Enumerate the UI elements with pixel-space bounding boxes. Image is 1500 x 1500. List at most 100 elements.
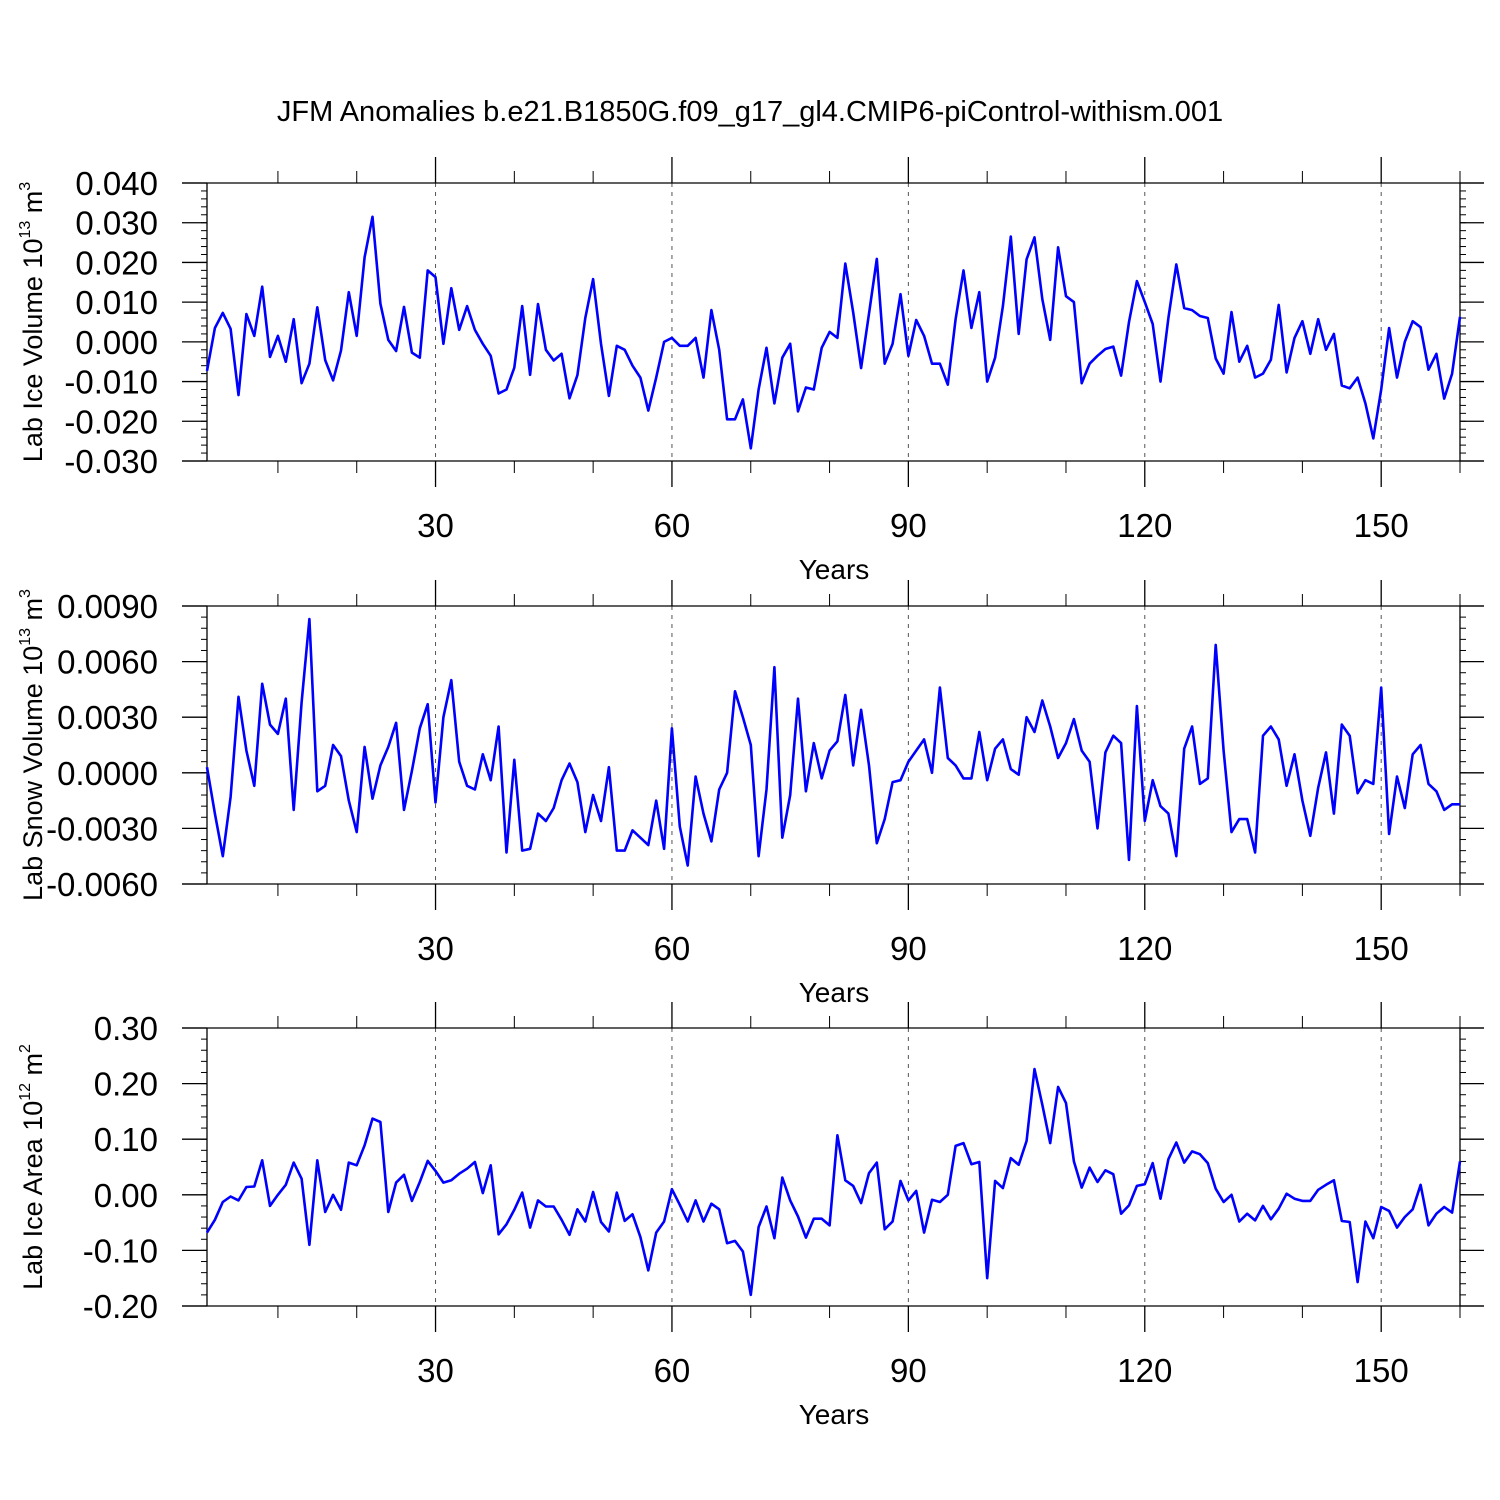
- data-point: [584, 317, 586, 319]
- data-point: [947, 1194, 949, 1196]
- data-point: [482, 1192, 484, 1194]
- data-point: [1144, 1183, 1146, 1185]
- data-point: [1270, 1218, 1272, 1220]
- xtick-label: 90: [890, 930, 927, 967]
- data-point: [655, 377, 657, 379]
- data-point: [253, 335, 255, 337]
- data-point: [474, 329, 476, 331]
- data-point: [915, 319, 917, 321]
- data-point: [419, 727, 421, 729]
- data-point: [710, 1203, 712, 1205]
- data-point: [1073, 301, 1075, 303]
- data-point: [781, 1177, 783, 1179]
- data-point: [608, 1230, 610, 1232]
- data-point: [781, 357, 783, 359]
- data-point: [750, 447, 752, 449]
- data-point: [1089, 363, 1091, 365]
- data-point: [750, 744, 752, 746]
- data-point: [230, 796, 232, 798]
- data-point: [789, 794, 791, 796]
- data-point: [616, 345, 618, 347]
- data-point: [411, 770, 413, 772]
- data-point: [789, 1199, 791, 1201]
- data-point: [261, 286, 263, 288]
- data-point: [316, 1159, 318, 1161]
- data-point: [1065, 1102, 1067, 1104]
- data-point: [1443, 398, 1445, 400]
- y-axis-label: Lab Ice Volume 1013 m3: [17, 182, 48, 462]
- data-point: [293, 809, 295, 811]
- data-point: [616, 850, 618, 852]
- data-point: [986, 381, 988, 383]
- data-point: [498, 1233, 500, 1235]
- data-point: [994, 1180, 996, 1182]
- data-point: [592, 794, 594, 796]
- data-point: [1183, 307, 1185, 309]
- data-point: [1286, 371, 1288, 373]
- data-point: [1002, 1187, 1004, 1189]
- data-point: [1175, 263, 1177, 265]
- data-point: [379, 303, 381, 305]
- data-point: [702, 377, 704, 379]
- data-point: [395, 1182, 397, 1184]
- data-point: [253, 1185, 255, 1187]
- data-point: [852, 764, 854, 766]
- data-point: [1301, 1200, 1303, 1202]
- series-line-2-1: [205, 617, 1460, 867]
- data-point: [403, 306, 405, 308]
- data-point: [1215, 644, 1217, 646]
- data-point: [1262, 373, 1264, 375]
- data-point: [1372, 437, 1374, 439]
- data-point: [521, 305, 523, 307]
- data-point: [316, 790, 318, 792]
- data-point: [1435, 1213, 1437, 1215]
- data-point: [230, 1195, 232, 1197]
- data-point: [726, 772, 728, 774]
- data-point: [860, 709, 862, 711]
- data-point: [955, 1145, 957, 1147]
- data-point: [1357, 792, 1359, 794]
- data-point: [695, 1199, 697, 1201]
- data-point: [332, 1194, 334, 1196]
- data-point: [1294, 1198, 1296, 1200]
- data-point: [277, 335, 279, 337]
- data-point: [569, 763, 571, 765]
- xtick-label: 90: [890, 1352, 927, 1389]
- data-point: [726, 418, 728, 420]
- data-point: [301, 382, 303, 384]
- data-point: [1349, 387, 1351, 389]
- data-point: [868, 1172, 870, 1174]
- data-point: [1010, 768, 1012, 770]
- data-point: [1136, 280, 1138, 282]
- data-point: [474, 1161, 476, 1163]
- data-point: [261, 683, 263, 685]
- data-point: [1443, 809, 1445, 811]
- data-point: [963, 1142, 965, 1144]
- data-point: [1065, 742, 1067, 744]
- data-point: [1341, 724, 1343, 726]
- xtick-label: 120: [1117, 507, 1172, 544]
- data-point: [1451, 373, 1453, 375]
- ytick-label: -0.0060: [46, 866, 158, 903]
- data-point: [1309, 1200, 1311, 1202]
- data-point: [364, 746, 366, 748]
- data-point: [1160, 381, 1162, 383]
- data-point: [687, 345, 689, 347]
- ytick-label: 0.030: [75, 205, 158, 242]
- data-point: [277, 733, 279, 735]
- data-point: [537, 813, 539, 815]
- xtick-label: 30: [417, 1352, 454, 1389]
- data-point: [1041, 1104, 1043, 1106]
- data-point: [734, 418, 736, 420]
- data-point: [718, 788, 720, 790]
- data-point: [340, 1209, 342, 1211]
- data-point: [222, 1201, 224, 1203]
- data-point: [1396, 776, 1398, 778]
- data-point: [1349, 735, 1351, 737]
- series-line-1-1: [205, 215, 1462, 450]
- data-point: [1104, 348, 1106, 350]
- data-point: [1041, 298, 1043, 300]
- data-point: [844, 1179, 846, 1181]
- data-point: [356, 1164, 358, 1166]
- data-point: [1057, 1086, 1059, 1088]
